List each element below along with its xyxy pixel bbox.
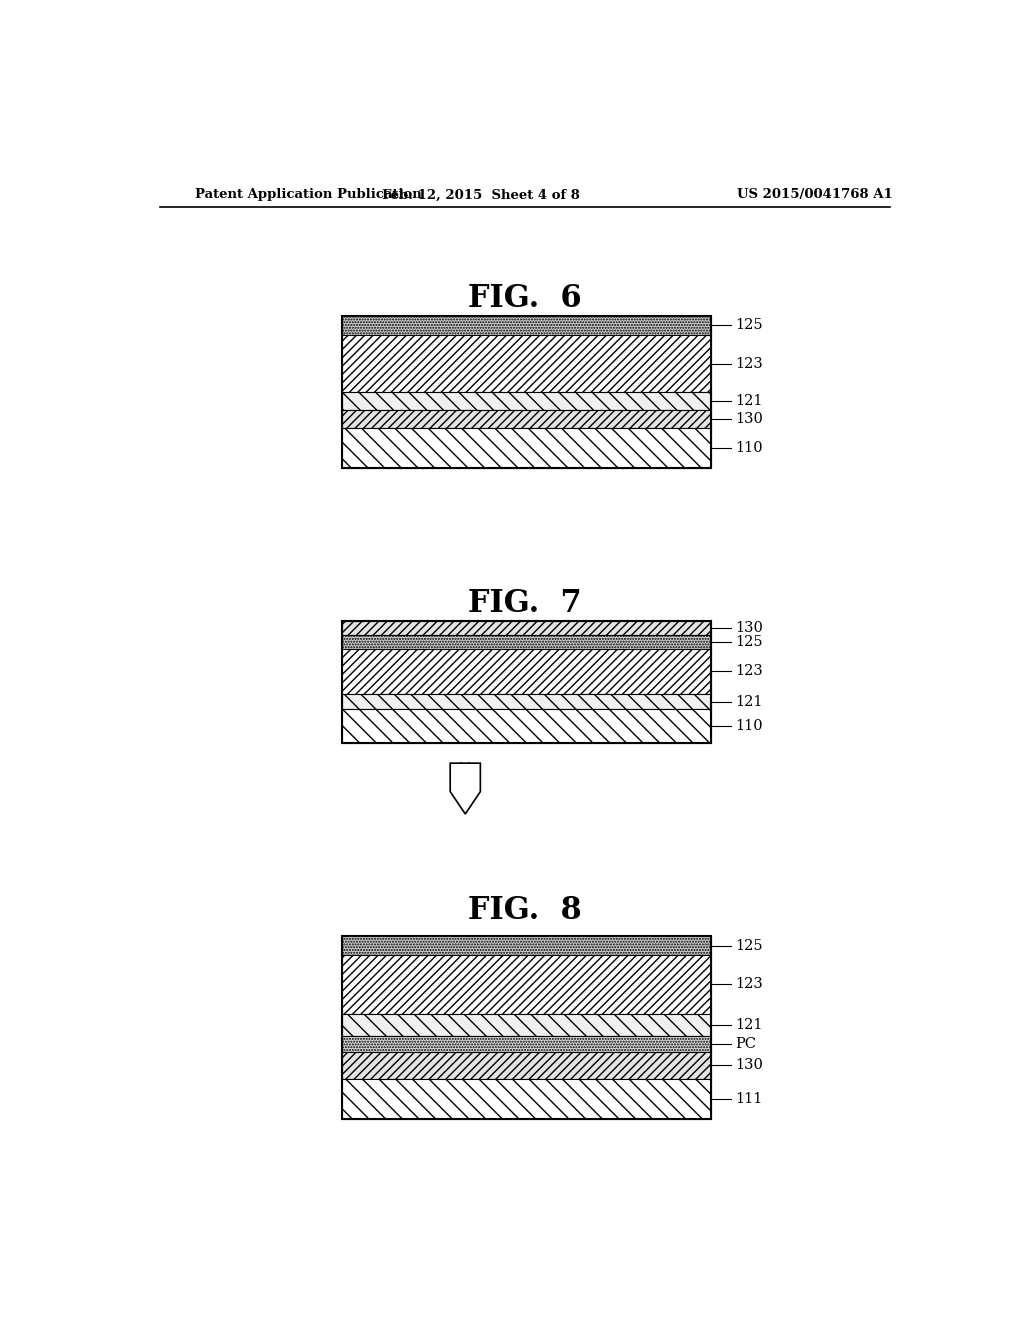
Text: 125: 125 — [735, 635, 763, 649]
Text: 110: 110 — [735, 719, 763, 733]
Text: 123: 123 — [735, 977, 763, 991]
Text: 130: 130 — [735, 1059, 763, 1072]
Bar — [342, 620, 712, 635]
Bar — [342, 315, 712, 335]
Text: Patent Application Publication: Patent Application Publication — [196, 189, 422, 202]
Text: 121: 121 — [735, 1018, 763, 1032]
Text: 121: 121 — [735, 395, 763, 408]
Bar — [342, 1052, 712, 1078]
Bar — [342, 956, 712, 1014]
FancyArrow shape — [451, 763, 480, 814]
Bar — [342, 694, 712, 709]
Bar — [342, 1036, 712, 1052]
Bar — [342, 1078, 712, 1119]
Text: 130: 130 — [735, 412, 763, 426]
Text: US 2015/0041768 A1: US 2015/0041768 A1 — [736, 189, 892, 202]
Bar — [342, 936, 712, 1119]
Text: 123: 123 — [735, 664, 763, 678]
Text: 121: 121 — [735, 694, 763, 709]
Text: 111: 111 — [735, 1092, 763, 1106]
Text: FIG.  6: FIG. 6 — [468, 284, 582, 314]
Bar — [342, 635, 712, 649]
Text: 125: 125 — [735, 318, 763, 333]
Bar — [342, 620, 712, 743]
Text: FIG.  7: FIG. 7 — [468, 589, 582, 619]
Bar — [342, 411, 712, 428]
Text: 110: 110 — [735, 441, 763, 455]
Bar — [342, 936, 712, 956]
Bar — [342, 649, 712, 694]
Text: FIG.  8: FIG. 8 — [468, 895, 582, 927]
Text: 130: 130 — [735, 622, 763, 635]
Text: Feb. 12, 2015  Sheet 4 of 8: Feb. 12, 2015 Sheet 4 of 8 — [382, 189, 580, 202]
Text: PC: PC — [735, 1038, 756, 1051]
Bar — [342, 709, 712, 743]
Bar — [342, 335, 712, 392]
Bar — [342, 315, 712, 469]
Bar — [342, 1014, 712, 1036]
Text: 123: 123 — [735, 356, 763, 371]
Bar — [342, 428, 712, 469]
Bar — [342, 392, 712, 411]
Text: 125: 125 — [735, 939, 763, 953]
